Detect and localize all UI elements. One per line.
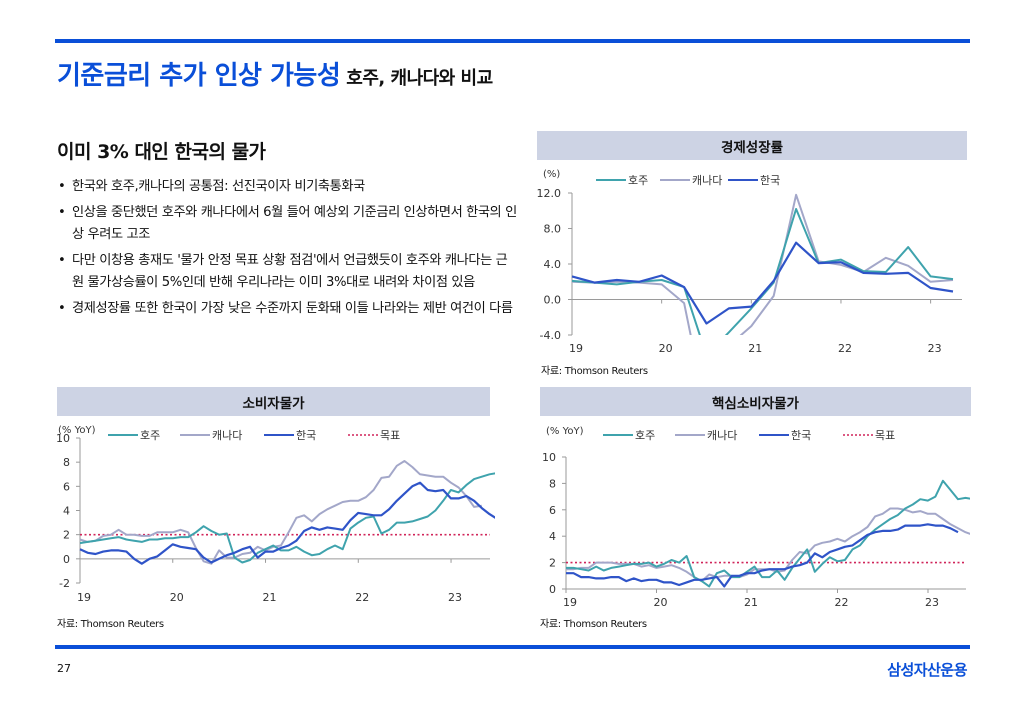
x-tick-label: 20 (653, 596, 667, 609)
x-tick-label: 22 (355, 591, 369, 604)
core-cpi-panel-header: 핵심소비자물가 (540, 387, 971, 416)
y-tick-label: 4 (549, 530, 556, 543)
y-tick-label: 12.0 (537, 187, 562, 200)
x-tick-label: 21 (748, 342, 762, 355)
y-tick-label: 10 (542, 451, 556, 464)
legend-label: 캐나다 (692, 174, 722, 187)
series-line-australia (79, 472, 495, 564)
y-tick-label: 8.0 (544, 223, 562, 236)
y-tick-label: -2 (59, 577, 70, 590)
y-tick-label: 8 (63, 456, 70, 469)
series-line-korea (79, 481, 495, 565)
legend-label: 한국 (760, 174, 780, 187)
x-tick-label: 21 (744, 596, 758, 609)
bottom-rule (55, 645, 970, 649)
series-line-korea (571, 241, 954, 325)
legend-label: 호주 (140, 429, 160, 442)
cpi-panel-header: 소비자물가 (57, 387, 490, 416)
legend-label: 목표 (875, 429, 895, 442)
legend-label: 호주 (628, 174, 648, 187)
series-line-australia (571, 208, 954, 335)
x-tick-label: 19 (77, 591, 91, 604)
top-rule (55, 39, 970, 43)
x-tick-label: 19 (569, 342, 583, 355)
legend-label: 캐나다 (212, 429, 242, 442)
x-tick-label: 22 (834, 596, 848, 609)
page-number: 27 (57, 662, 71, 675)
y-tick-label: 2 (63, 529, 70, 542)
x-tick-label: 19 (563, 596, 577, 609)
gdp-source: 자료: Thomson Reuters (541, 366, 648, 377)
y-tick-label: 0.0 (544, 294, 562, 307)
core-cpi-source: 자료: Thomson Reuters (540, 619, 647, 630)
legend-label: 호주 (635, 429, 655, 442)
x-tick-label: 22 (838, 342, 852, 355)
y-tick-label: 2 (549, 557, 556, 570)
x-tick-label: 20 (170, 591, 184, 604)
y-tick-label: 8 (549, 477, 556, 490)
series-line-korea (566, 523, 959, 588)
bullet-list: 한국와 호주,캐나다의 공통점: 선진국이자 비기축통화국 인상을 중단했던 호… (57, 176, 517, 324)
brand-logo-text: 삼성자산운용 (887, 661, 967, 679)
y-unit-label: (%) (543, 169, 560, 180)
page-title-main: 기준금리 추가 인상 가능성 (57, 61, 341, 91)
x-tick-label: 20 (659, 342, 673, 355)
y-tick-label: 4 (63, 505, 70, 518)
legend-label: 한국 (791, 429, 811, 442)
cpi-source: 자료: Thomson Reuters (57, 619, 164, 630)
y-tick-label: 6 (549, 504, 556, 517)
gdp-panel-header: 경제성장률 (537, 131, 967, 160)
section-heading: 이미 3% 대인 한국의 물가 (57, 141, 266, 163)
legend-label: 한국 (296, 429, 316, 442)
bullet-item: 한국와 호주,캐나다의 공통점: 선진국이자 비기축통화국 (57, 176, 517, 198)
x-tick-label: 23 (928, 342, 942, 355)
y-unit-label: (% YoY) (58, 425, 96, 436)
y-tick-label: -4.0 (540, 329, 561, 342)
bullet-item: 경제성장률 또한 한국이 가장 낮은 수준까지 둔화돼 이들 나라와는 제반 여… (57, 298, 517, 320)
page-title-sub: 호주, 캐나다와 비교 (346, 68, 493, 89)
legend-label: 캐나다 (707, 429, 737, 442)
y-tick-label: 4.0 (544, 258, 562, 271)
y-tick-label: 10 (56, 432, 70, 445)
x-tick-label: 23 (448, 591, 462, 604)
bullet-item: 인상을 중단했던 호주와 캐나다에서 6월 들어 예상외 기준금리 인상하면서 … (57, 202, 517, 246)
series-line-canada (79, 460, 482, 565)
series-line-australia (566, 479, 970, 588)
y-tick-label: 6 (63, 480, 70, 493)
legend-label: 목표 (380, 429, 400, 442)
y-tick-label: 0 (549, 583, 556, 596)
x-tick-label: 21 (263, 591, 277, 604)
x-tick-label: 23 (925, 596, 939, 609)
series-line-canada (571, 193, 954, 335)
y-unit-label: (% YoY) (546, 426, 584, 437)
y-tick-label: 0 (63, 553, 70, 566)
gdp-chart: 12.0 8.0 4.0 0.0 -4.0 19 20 21 22 23 (%) 호주 캐나다 한국 (537, 169, 962, 355)
page-title: 기준금리 추가 인상 가능성 호주, 캐나다와 비교 (57, 55, 493, 92)
bullet-item: 다만 이창용 총재도 '물가 안정 목표 상황 점검'에서 언급했듯이 호주와 … (57, 250, 517, 294)
